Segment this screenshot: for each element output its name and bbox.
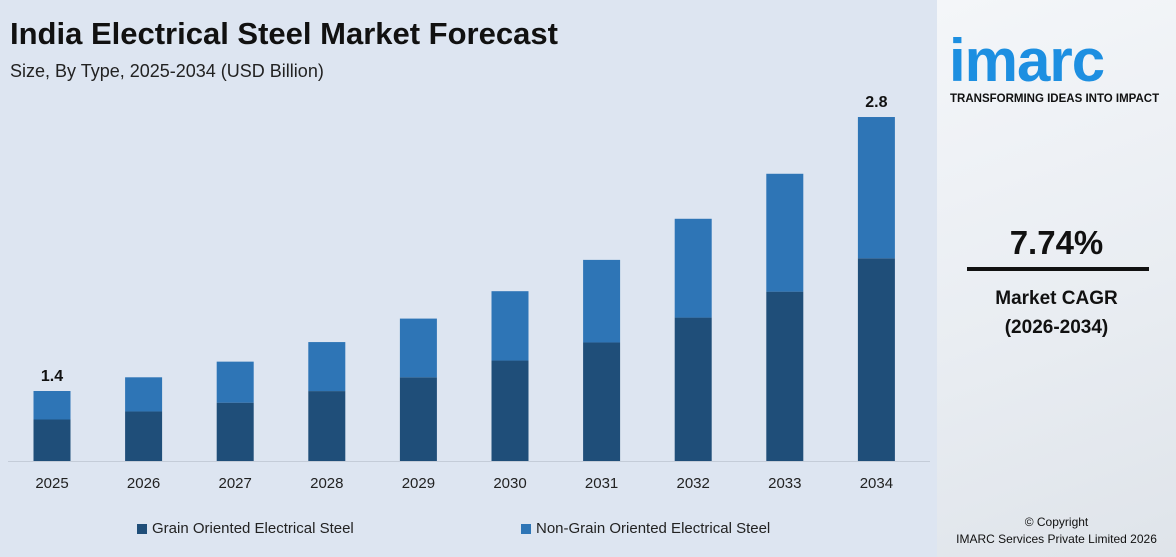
copyright: © Copyright IMARC Services Private Limite… [937,514,1176,548]
cagr-label-period: (2026-2034) [1004,317,1109,338]
bar-grain-2034 [857,258,895,461]
bar-grain-2026 [125,411,163,461]
legend-item-non-grain: Non-Grain Oriented Electrical Steel [521,520,770,537]
bar-non-grain-2025 [33,391,71,420]
bar-non-grain-2028 [308,342,346,392]
logo-tagline: TRANSFORMING IDEAS INTO IMPACT [950,93,1160,105]
bar-non-grain-2031 [583,259,621,343]
bar-non-grain-2029 [399,318,437,378]
x-tick-label: 2026 [127,475,160,492]
side-panel [937,0,1176,557]
bar-grain-2029 [399,377,437,461]
bar-grain-2025 [33,419,71,461]
bar-grain-2033 [766,291,804,461]
copyright-company: IMARC Services Private Limited 2026 [956,532,1157,546]
copyright-line: © Copyright [1024,515,1089,529]
bar-non-grain-2026 [125,377,163,412]
bar-non-grain-2033 [766,173,804,292]
legend-label: Grain Oriented Electrical Steel [152,520,354,537]
x-tick-label: 2030 [493,475,526,492]
legend-swatch [137,523,147,534]
legend-swatch [521,523,531,534]
bar-grain-2030 [491,360,529,461]
cagr-label: Market CAGR (2026-2034) [937,284,1176,342]
cagr-label-title: Market CAGR [995,288,1118,309]
bar-grain-2031 [583,342,621,461]
bar-non-grain-2034 [857,117,895,259]
bar-grain-2027 [216,402,254,461]
x-tick-label: 2033 [768,475,801,492]
divider [967,267,1149,271]
data-label: 2.8 [865,94,887,111]
bar-grain-2028 [308,391,346,461]
legend-label: Non-Grain Oriented Electrical Steel [536,520,771,537]
stacked-bar-chart: 2025 1.4 2026 2027 2028 2029 2030 2031 2032 2033 2… [8,94,930,492]
cagr-value: 7.74% [1009,224,1104,261]
chart-subtitle: Size, By Type, 2025-2034 (USD Billion) [10,61,324,81]
x-tick-label: 2028 [310,475,343,492]
data-label: 1.4 [41,368,63,385]
chart-title: India Electrical Steel Market Forecast [10,16,558,51]
legend-item-grain: Grain Oriented Electrical Steel [137,520,354,537]
bar-grain-2032 [674,317,712,461]
x-tick-label: 2027 [219,475,252,492]
x-tick-label: 2025 [35,475,68,492]
x-tick-label: 2029 [402,475,435,492]
x-tick-label: 2034 [860,475,893,492]
x-tick-label: 2031 [585,475,618,492]
x-tick-label: 2032 [677,475,710,492]
bar-non-grain-2030 [491,291,529,361]
bar-non-grain-2027 [216,361,254,403]
bar-non-grain-2032 [674,218,712,318]
imarc-logo: imarc [949,27,1105,94]
